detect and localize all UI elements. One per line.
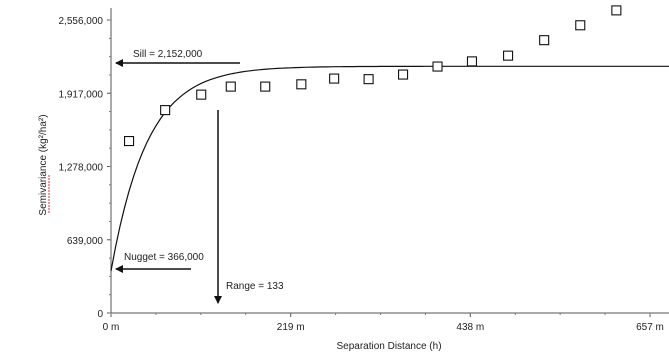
y-tick-label: 2,556,000 bbox=[59, 16, 104, 27]
x-tick-label: 219 m bbox=[277, 322, 305, 333]
data-point bbox=[503, 50, 514, 61]
data-point bbox=[611, 5, 622, 16]
y-tick-label: 0 bbox=[97, 309, 103, 320]
data-point bbox=[329, 73, 340, 84]
sill-label: Sill = 2,152,000 bbox=[133, 49, 203, 60]
data-point bbox=[575, 20, 586, 31]
x-axis-title: Separation Distance (h) bbox=[336, 341, 441, 352]
nugget-annotation: Nugget = 366,000 bbox=[115, 252, 204, 273]
x-tick-label: 0 m bbox=[103, 322, 120, 333]
data-point bbox=[432, 61, 443, 72]
spherical-model-curve bbox=[110, 65, 669, 272]
y-tick-label: 1,917,000 bbox=[59, 89, 104, 100]
data-point bbox=[123, 136, 135, 147]
data-point bbox=[260, 81, 271, 92]
x-tick-label: 438 m bbox=[456, 322, 484, 333]
sill-annotation: Sill = 2,152,000 bbox=[115, 49, 240, 67]
data-point bbox=[363, 74, 374, 85]
y-tick-label: 1,278,000 bbox=[59, 163, 104, 174]
data-point bbox=[196, 89, 207, 100]
y-tick-label: 639,000 bbox=[67, 236, 104, 247]
data-point bbox=[539, 35, 550, 46]
semivariance-points bbox=[123, 5, 622, 147]
data-point bbox=[398, 69, 409, 80]
x-tick-label: 657 m bbox=[636, 322, 664, 333]
range-annotation: Range = 133 bbox=[214, 110, 284, 304]
data-point bbox=[160, 105, 171, 116]
data-point bbox=[225, 81, 236, 92]
data-point bbox=[466, 56, 478, 67]
data-point bbox=[296, 79, 307, 90]
x-axis-ticks: 0 m 219 m 438 m 657 m bbox=[103, 313, 664, 333]
y-axis-ticks: 0 639,000 1,278,000 1,917,000 2,556,000 bbox=[59, 16, 111, 320]
range-label: Range = 133 bbox=[226, 281, 284, 292]
y-axis-title: Semivariance (kg²/ha²) bbox=[38, 114, 49, 215]
y-axis-title-group: Semivariance (kg²/ha²) bbox=[38, 114, 50, 216]
nugget-label: Nugget = 366,000 bbox=[124, 252, 204, 263]
